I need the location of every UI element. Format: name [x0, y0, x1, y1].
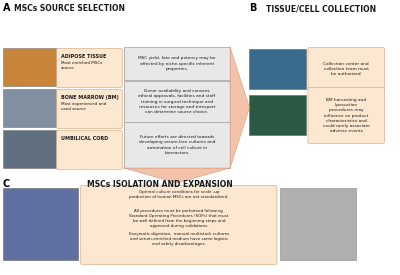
FancyBboxPatch shape — [56, 89, 122, 128]
Text: C: C — [3, 179, 10, 189]
Text: Donor availability and consent,
ethical approvals, facilities and staff
training: Donor availability and consent, ethical … — [138, 89, 216, 114]
Bar — [3, 48, 56, 86]
FancyBboxPatch shape — [56, 48, 122, 87]
Text: UMBILICAL CORD: UMBILICAL CORD — [61, 136, 108, 141]
Bar — [124, 122, 230, 168]
Text: MSCs SOURCE SELECTION: MSCs SOURCE SELECTION — [14, 4, 124, 13]
FancyBboxPatch shape — [81, 186, 277, 265]
Polygon shape — [230, 47, 250, 168]
Text: Future efforts are directed towards
developing serum-free cultures and
automatio: Future efforts are directed towards deve… — [139, 135, 215, 155]
Text: Collection center and
collection team must
be authorized: Collection center and collection team mu… — [323, 62, 369, 76]
Text: MSC yield, fate and potency may be
affected by niche-specific inherent
propertie: MSC yield, fate and potency may be affec… — [138, 56, 216, 71]
Text: TISSUE/CELL COLLECTION: TISSUE/CELL COLLECTION — [266, 4, 376, 13]
Text: Most enriched MSCs
source: Most enriched MSCs source — [61, 61, 102, 70]
Bar — [3, 89, 56, 127]
Polygon shape — [124, 168, 230, 183]
FancyBboxPatch shape — [308, 48, 384, 90]
Text: BM harvesting and
liposuction
procedures may
influence on product
characteristic: BM harvesting and liposuction procedures… — [323, 98, 370, 133]
FancyBboxPatch shape — [56, 131, 122, 169]
Text: A: A — [3, 3, 10, 13]
Bar — [280, 188, 356, 260]
Bar — [250, 95, 306, 135]
Bar — [3, 188, 78, 260]
Bar — [124, 47, 230, 80]
Bar — [250, 49, 306, 89]
Text: MSCs ISOLATION AND EXPANSION: MSCs ISOLATION AND EXPANSION — [87, 180, 233, 189]
Text: Enzymatic digestion,  manual multistack cultures
and serum-enriched medium have : Enzymatic digestion, manual multistack c… — [129, 232, 229, 246]
Bar — [3, 130, 56, 168]
Bar — [124, 81, 230, 122]
Text: BONE MARROW (BM): BONE MARROW (BM) — [61, 95, 119, 100]
FancyBboxPatch shape — [308, 87, 384, 144]
Text: B: B — [250, 3, 257, 13]
Text: Most experienced and
used source: Most experienced and used source — [61, 102, 106, 111]
Text: ADIPOSE TISSUE: ADIPOSE TISSUE — [61, 54, 106, 59]
Text: All procedures must be performed following
Standard Operating Procedures (SOPs) : All procedures must be performed followi… — [129, 209, 228, 228]
Text: Optimal culture conditions for scale -up
production of human MSCs are not standa: Optimal culture conditions for scale -up… — [129, 190, 228, 199]
